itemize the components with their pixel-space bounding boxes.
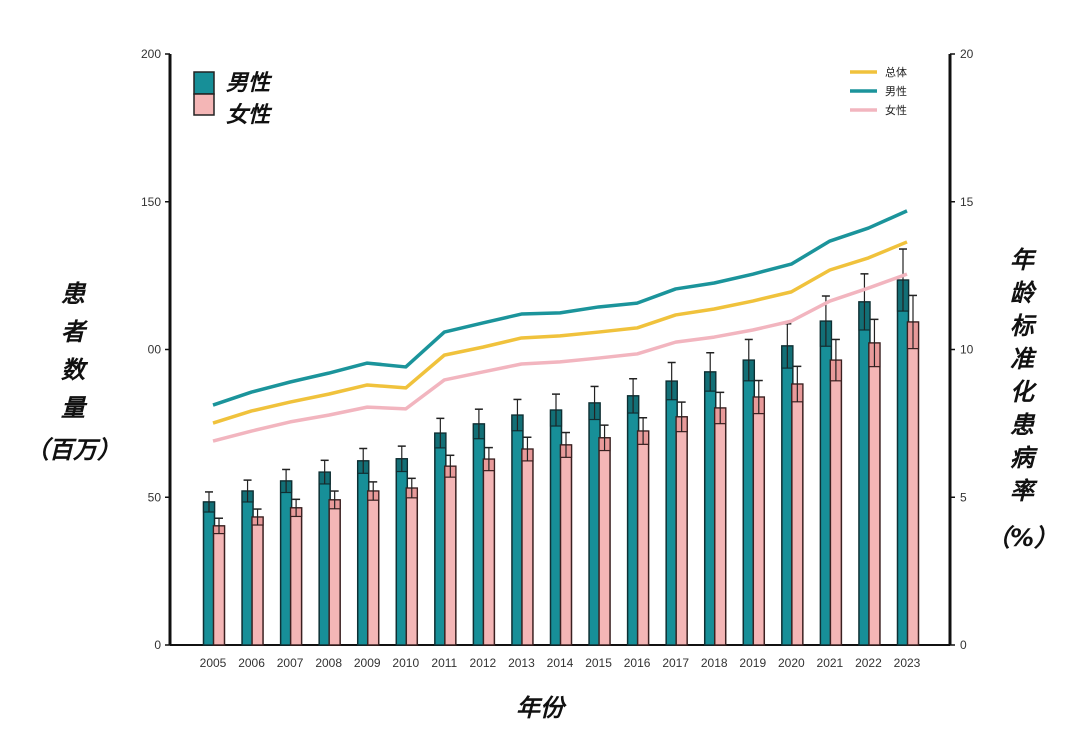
x-tick-label: 2013 (508, 656, 535, 670)
x-tick-label: 2015 (585, 656, 612, 670)
female-bar (906, 321, 920, 646)
lines (212, 209, 908, 443)
x-tick-label: 2019 (739, 656, 766, 670)
line-legend-label: 女性 (885, 103, 907, 117)
left-axis-title-char: 者 (61, 318, 88, 346)
female-bar (636, 430, 650, 646)
line-legend-label: 男性 (885, 84, 907, 98)
legend-swatch-female (193, 93, 215, 116)
female-bar (868, 342, 881, 646)
female-bar (212, 525, 226, 646)
x-tick-label: 2022 (855, 656, 882, 670)
x-tick-label: 2018 (701, 656, 728, 670)
line-legend-label: 总体 (885, 65, 907, 79)
female-bar (289, 507, 303, 646)
right-axis-title-char: 病 (1010, 444, 1038, 472)
x-tick-label: 2023 (894, 656, 921, 670)
left-axis-unit: （百万） (25, 436, 121, 464)
x-tick-label: 2014 (547, 656, 574, 670)
right-axis-title-char: 准 (1010, 345, 1037, 373)
female-bar (598, 437, 611, 646)
left-tick-label: 0 (154, 638, 161, 652)
legend-label-male: 男性 (226, 71, 273, 96)
line-female (212, 272, 908, 443)
x-tick-label: 2008 (315, 656, 342, 670)
right-tick-label: 20 (960, 47, 974, 61)
right-axis-title-char: 龄 (1010, 279, 1038, 307)
line-total (212, 240, 908, 425)
right-axis-title-char: 患 (1010, 411, 1036, 439)
legend-label-female: 女性 (226, 102, 273, 128)
x-tick-label: 2012 (470, 656, 497, 670)
female-bar (713, 407, 727, 646)
female-bar (791, 383, 804, 646)
bars (202, 248, 920, 646)
x-tick-label: 2010 (392, 656, 419, 670)
female-bar (405, 487, 419, 646)
right-axis-title-char: 标 (1010, 312, 1037, 340)
x-tick-label: 2005 (200, 656, 227, 670)
female-bar (328, 499, 341, 646)
female-bar (444, 465, 457, 646)
line-male (212, 209, 908, 407)
left-axis-title-char: 患 (61, 280, 87, 308)
female-bar (366, 490, 380, 646)
x-tick-label: 2020 (778, 656, 805, 670)
female-bar (559, 444, 573, 646)
x-tick-label: 2007 (277, 656, 304, 670)
x-axis-title: 年份 (516, 694, 567, 722)
female-bar (752, 396, 766, 646)
x-tick-label: 2017 (662, 656, 689, 670)
left-tick-label: 150 (141, 195, 161, 209)
female-bar (675, 416, 688, 646)
x-tick-label: 2011 (431, 656, 457, 670)
right-tick-label: 0 (960, 638, 967, 652)
female-bar (521, 448, 534, 646)
left-tick-label: 200 (141, 47, 161, 61)
legend-swatch-male (193, 71, 215, 95)
female-bar (482, 458, 496, 646)
x-tick-label: 2016 (624, 656, 651, 670)
right-axis-unit: （%） (986, 524, 1058, 552)
right-axis-title-char: 化 (1010, 378, 1038, 406)
x-tick-label: 2021 (817, 656, 844, 670)
left-tick-label: 50 (148, 490, 162, 504)
x-tick-label: 2009 (354, 656, 381, 670)
x-tick-label: 2006 (238, 656, 265, 670)
left-tick-label: 00 (148, 343, 162, 357)
right-tick-label: 10 (960, 343, 974, 357)
left-axis-title-char: 量 (61, 394, 88, 422)
left-axis-title-char: 数 (61, 356, 89, 384)
right-tick-label: 15 (960, 195, 974, 209)
right-axis-title-char: 年 (1010, 246, 1037, 274)
female-bar (251, 516, 264, 646)
right-tick-label: 5 (960, 490, 967, 504)
female-bar (829, 359, 843, 646)
right-axis-title-char: 率 (1010, 477, 1038, 505)
